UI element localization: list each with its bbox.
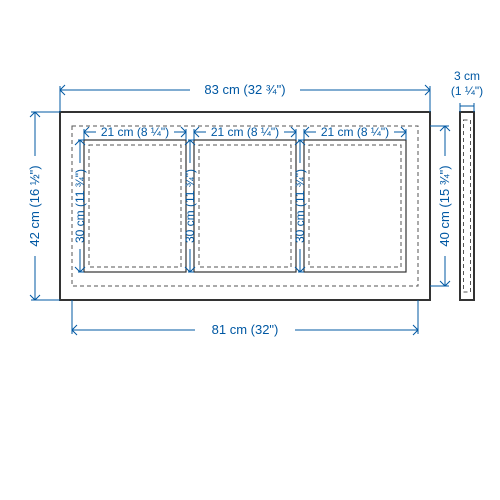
dim-window-width-0: 21 cm (8 ¼") xyxy=(101,125,169,139)
dim-window-height-0: 30 cm (11 ¾") xyxy=(73,169,87,243)
dim-left-height: 42 cm (16 ½") xyxy=(27,165,42,246)
dim-bottom-width: 81 cm (32") xyxy=(212,322,279,337)
dim-window-height-1: 30 cm (11 ¾") xyxy=(183,169,197,243)
dim-top-width: 83 cm (32 ¾") xyxy=(204,82,285,97)
dim-side-depth-imp: (1 ¼") xyxy=(451,84,483,98)
dim-right-height: 40 cm (15 ¾") xyxy=(437,165,452,246)
dim-window-height-2: 30 cm (11 ¾") xyxy=(293,169,307,243)
dim-window-width-1: 21 cm (8 ¼") xyxy=(211,125,279,139)
dim-window-width-2: 21 cm (8 ¼") xyxy=(321,125,389,139)
dimension-diagram: 83 cm (32 ¾") 81 cm (32") 42 cm (16 ½") 40 … xyxy=(0,0,500,500)
dim-side-depth: 3 cm xyxy=(454,69,480,83)
